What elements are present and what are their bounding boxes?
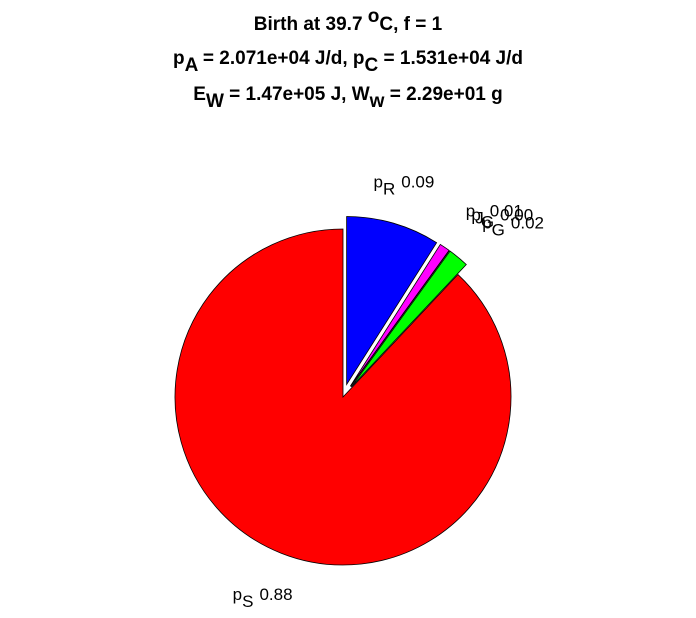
pie-slice <box>350 250 450 387</box>
title-text: p <box>173 48 185 69</box>
label-subscript: S <box>242 592 253 611</box>
label-subscript: R <box>383 179 395 198</box>
pie-slice <box>349 243 450 387</box>
title-text: C, f = 1 <box>379 14 442 35</box>
pie-slice <box>346 216 438 386</box>
title-subscript: A <box>185 55 199 76</box>
chart-title: pA = 2.071e+04 J/d, pC = 1.531e+04 J/d <box>173 48 523 76</box>
pie-slice <box>350 250 467 388</box>
label-subscript: J <box>475 208 484 227</box>
title-text: E <box>193 84 206 105</box>
title-subscript: W <box>206 91 224 112</box>
slice-label: pR 0.09 <box>374 172 435 198</box>
label-name: p <box>233 585 242 604</box>
slice-label: pJ 0.01 <box>466 201 523 227</box>
label-subscript: G <box>492 221 505 240</box>
label-name: p <box>374 172 383 191</box>
label-name: p <box>466 201 475 220</box>
label-name: p <box>471 205 480 224</box>
slice-label: pS 0.88 <box>233 585 293 611</box>
value-label: 0.09 <box>401 172 434 191</box>
chart-title: EW = 1.47e+05 J, Ww = 2.29e+01 g <box>193 84 503 112</box>
slice-label: pG 0.00 <box>471 205 533 231</box>
pie-slice <box>174 228 512 566</box>
title-subscript: w <box>369 91 385 112</box>
title-text: Birth at 39.7 <box>254 14 368 35</box>
label-name: p <box>482 214 491 233</box>
title-text: = 1.47e+05 J, W <box>224 84 370 105</box>
title-subscript: C <box>365 55 379 76</box>
title-superscript: o <box>368 6 380 27</box>
value-label: 0.88 <box>259 585 292 604</box>
title-text: = 2.29e+01 g <box>384 84 502 105</box>
value-label: 0.00 <box>500 205 533 224</box>
chart-title: Birth at 39.7 oC, f = 1 <box>254 6 443 35</box>
value-label: 0.02 <box>511 214 544 233</box>
slice-label: pG 0.02 <box>482 214 544 240</box>
title-text: = 1.531e+04 J/d <box>378 48 523 69</box>
label-subscript: G <box>481 212 494 231</box>
value-label: 0.01 <box>490 201 523 220</box>
title-text: = 2.071e+04 J/d, p <box>198 48 365 69</box>
